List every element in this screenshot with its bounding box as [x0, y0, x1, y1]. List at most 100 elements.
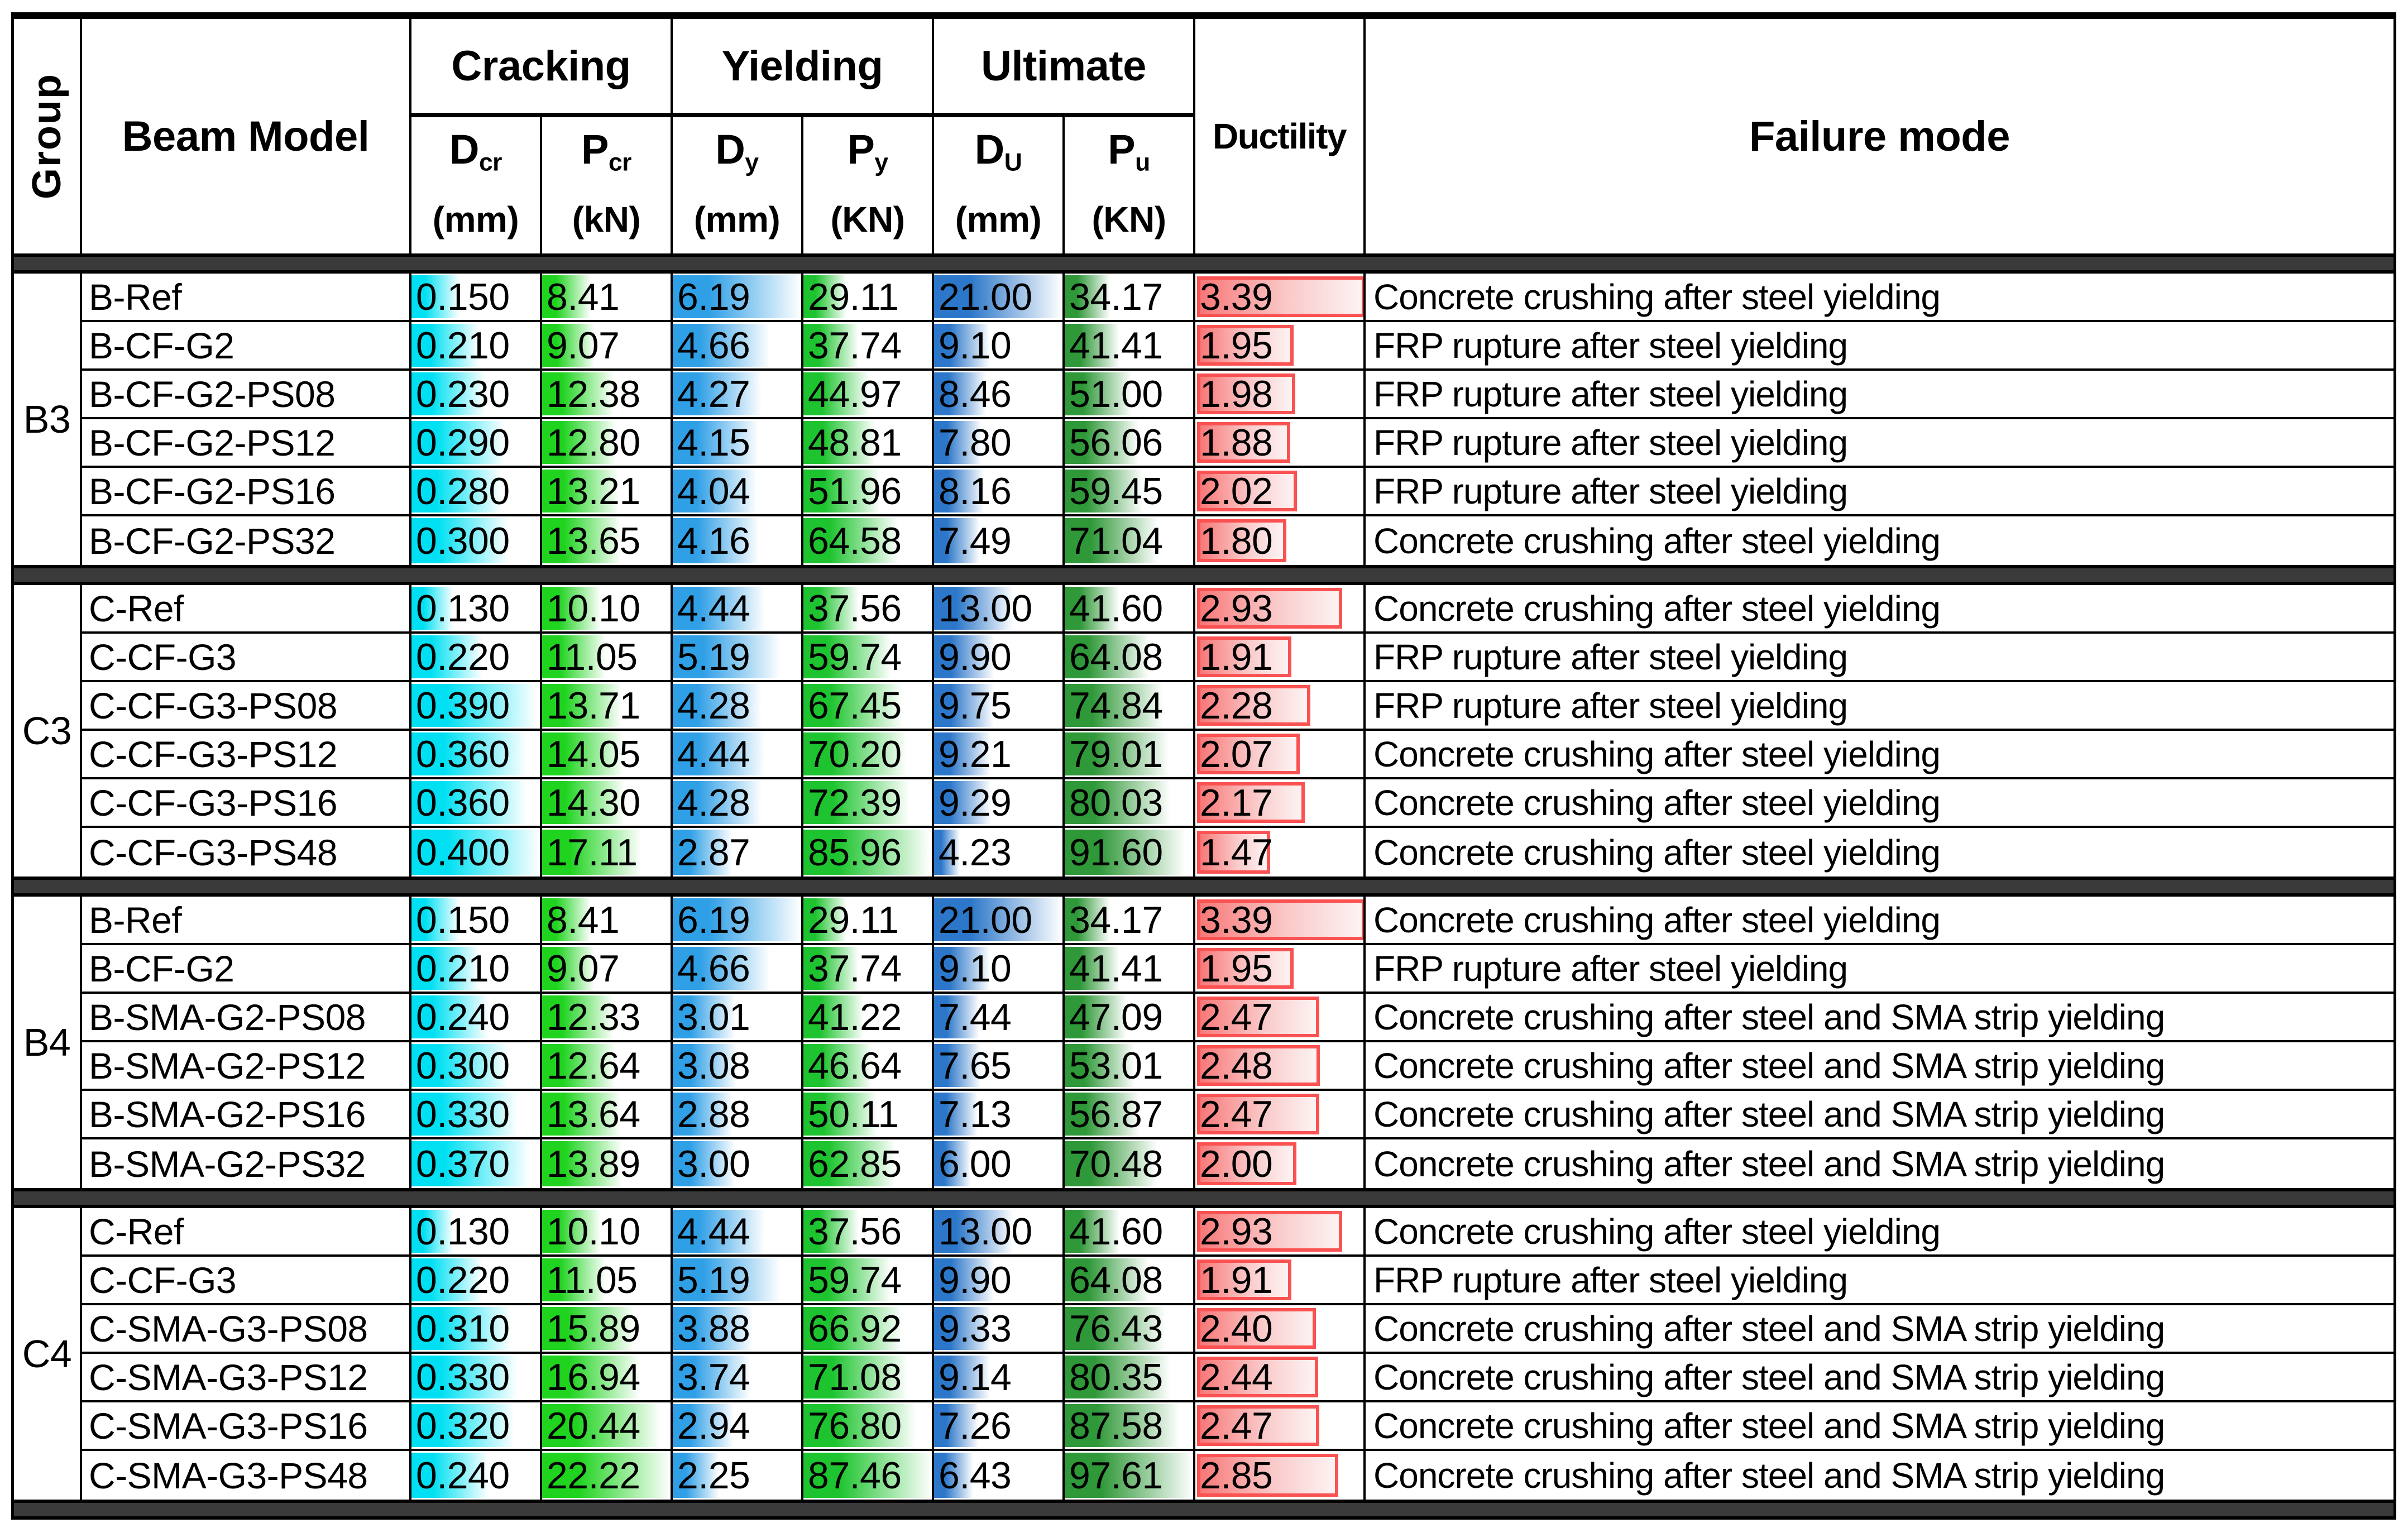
p_cr-cell: 13.64	[542, 1091, 673, 1137]
beam-results-table: Group Beam Model Cracking Yielding Ultim…	[11, 12, 2396, 1520]
d_y-cell: 4.44	[673, 1208, 803, 1254]
cell-value: 59.45	[1069, 470, 1163, 513]
ductility-value: 2.47	[1200, 1093, 1273, 1136]
ultimate-label: Ultimate	[981, 42, 1146, 90]
d_y-data-bar	[673, 324, 770, 367]
d_y-cell: 4.44	[673, 731, 803, 777]
p_y-data-bar	[803, 898, 846, 941]
ductility-cell: 1.80	[1195, 516, 1366, 565]
d_u-data-bar	[934, 324, 990, 367]
d_cr-cell: 0.210	[411, 945, 542, 992]
failure-mode-value: Concrete crushing after steel and SMA st…	[1373, 1143, 2165, 1184]
beam-model-value: C-Ref	[89, 587, 184, 629]
p_cr-cell: 12.38	[542, 371, 673, 417]
beam-model-cell: B-CF-G2-PS32	[82, 516, 411, 565]
group-label-cell: B3	[14, 274, 82, 565]
cell-value: 80.35	[1069, 1356, 1163, 1399]
p_cr-data-bar	[542, 1258, 606, 1301]
table-row: B-CF-G2-PS12 0.290 12.80 4.15 48.81 7.80 56.06…	[82, 419, 2393, 468]
p_u-cell: 76.43	[1065, 1305, 1195, 1352]
p_y-data-bar	[803, 635, 892, 678]
p_u-cell: 74.84	[1065, 682, 1195, 729]
d_cr-cell: 0.150	[411, 897, 542, 943]
ductility-header-label: Ductility	[1213, 116, 1347, 156]
stage-titles-row: Cracking Yielding Ultimate	[411, 19, 1195, 113]
p_y-cell: 59.74	[803, 634, 934, 680]
d_u-cell: 8.46	[934, 371, 1065, 417]
ductility-value: 3.39	[1200, 275, 1273, 318]
table-row: C-CF-G3-PS08 0.390 13.71 4.28 67.45 9.75 74.84…	[82, 682, 2393, 731]
p_cr-data-bar	[542, 372, 614, 415]
p_u-data-bar	[1065, 421, 1139, 464]
failure-mode-value: Concrete crushing after steel and SMA st…	[1373, 1308, 2165, 1349]
d_cr-cell: 0.300	[411, 1042, 542, 1089]
cell-value: 6.19	[677, 275, 750, 318]
ductility-value: 2.93	[1200, 587, 1273, 630]
cell-value: 13.89	[547, 1142, 640, 1185]
p_y-data-bar	[803, 518, 898, 563]
failure-mode-cell: Concrete crushing after steel yielding	[1366, 828, 2393, 877]
failure-mode-value: FRP rupture after steel yielding	[1373, 636, 1848, 677]
cell-value: 5.19	[677, 1258, 750, 1301]
p_y-cell: 62.85	[803, 1139, 934, 1188]
failure-mode-cell: Concrete crushing after steel yielding	[1366, 274, 2393, 320]
cell-value: 0.130	[416, 1210, 510, 1253]
p_y-cell: 67.45	[803, 682, 934, 729]
d_u-cell: 7.49	[934, 516, 1065, 565]
d_y-data-bar	[673, 518, 759, 563]
p_y-cell: 87.46	[803, 1451, 934, 1500]
d_cr-data-bar	[411, 995, 489, 1038]
d_y-cell: 4.16	[673, 516, 803, 565]
d_cr-cell: 0.360	[411, 731, 542, 777]
beam-model-value: C-SMA-G3-PS16	[89, 1405, 368, 1447]
table-row: C-Ref 0.130 10.10 4.44 37.56 13.00 41.60 2.93 Co…	[82, 585, 2393, 634]
d_y-cell: 3.74	[673, 1354, 803, 1400]
d_cr-cell: 0.220	[411, 1257, 542, 1303]
failure-mode-cell: Concrete crushing after steel yielding	[1366, 897, 2393, 943]
p_cr-cell: 17.11	[542, 828, 673, 877]
cell-value: 37.74	[808, 324, 902, 367]
table-row: B-CF-G2-PS08 0.230 12.38 4.27 44.97 8.46 51.00…	[82, 371, 2393, 419]
cell-value: 41.41	[1069, 947, 1163, 990]
d_u-data-bar	[934, 830, 960, 875]
beam-model-value: C-CF-G3	[89, 636, 237, 678]
p_cr-data-bar	[542, 421, 616, 464]
cell-value: 51.96	[808, 470, 902, 513]
d_cr-cell: 0.320	[411, 1402, 542, 1449]
p_cr-data-bar	[542, 635, 606, 678]
ductility-data-bar	[1197, 325, 1294, 366]
d_y-data-bar	[673, 275, 801, 318]
cell-value: 47.09	[1069, 995, 1163, 1038]
failure-mode-header-label: Failure mode	[1749, 112, 2010, 160]
d_y-data-bar	[673, 1093, 733, 1136]
cell-value: 0.330	[416, 1356, 510, 1399]
ductility-value: 1.91	[1200, 635, 1273, 678]
p_u-data-bar	[1065, 275, 1110, 318]
cell-value: 29.11	[808, 275, 899, 318]
cell-value: 4.16	[677, 519, 750, 562]
d_y-cell: 4.66	[673, 945, 803, 992]
cell-value: 14.30	[547, 781, 640, 824]
d_u-data-bar	[934, 1307, 992, 1350]
cell-value: 14.05	[547, 732, 640, 775]
ductility-cell: 2.00	[1195, 1139, 1366, 1188]
p_u-data-bar	[1065, 1093, 1140, 1136]
d_cr-data-bar	[411, 898, 460, 941]
header-divider-line	[411, 113, 1195, 117]
cell-value: 7.13	[939, 1093, 1012, 1136]
table-row: C-SMA-G3-PS12 0.330 16.94 3.74 71.08 9.14 80.3…	[82, 1354, 2393, 1402]
p_u-cell: 97.61	[1065, 1451, 1195, 1500]
beam-model-cell: B-SMA-G2-PS12	[82, 1042, 411, 1089]
p_u-cell: 64.08	[1065, 1257, 1195, 1303]
p_y-cell: 44.97	[803, 371, 934, 417]
stage-sections-header: Cracking Yielding Ultimate Dcr (mm) Pcr (kN…	[411, 19, 1195, 253]
d_cr-data-bar	[411, 781, 527, 824]
failure-mode-cell: Concrete crushing after steel and SMA st…	[1366, 1139, 2393, 1188]
cell-value: 34.17	[1069, 275, 1163, 318]
d_y-cell: 3.00	[673, 1139, 803, 1188]
failure-mode-value: FRP rupture after steel yielding	[1373, 373, 1848, 414]
ductility-cell: 2.93	[1195, 1208, 1366, 1254]
cell-value: 9.75	[939, 684, 1012, 727]
group-label: B4	[23, 1021, 71, 1064]
